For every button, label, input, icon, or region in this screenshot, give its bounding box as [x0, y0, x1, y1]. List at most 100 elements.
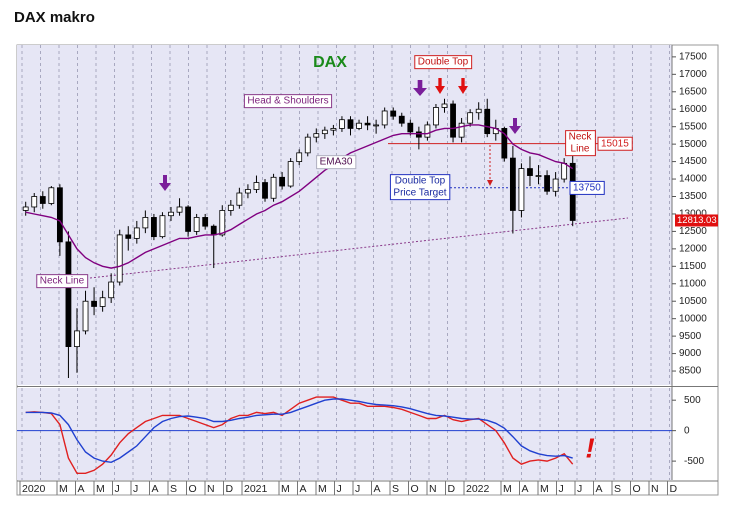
- candle-body: [339, 119, 345, 129]
- chart-title: DAX makro: [14, 9, 95, 26]
- candle-body: [91, 300, 97, 307]
- x-tick-label: M: [281, 483, 290, 495]
- last-price-label: 12813.03: [677, 215, 717, 226]
- candle-body: [561, 162, 568, 180]
- x-tick-label: A: [78, 483, 85, 495]
- x-tick-label: D: [448, 483, 456, 495]
- x-tick-label: J: [355, 483, 360, 495]
- x-tick-label: J: [133, 483, 138, 495]
- dax-label: DAX: [313, 54, 347, 71]
- y-tick-label: 15500: [679, 121, 707, 132]
- candle-body: [99, 297, 106, 307]
- marks: [22, 98, 598, 474]
- candle-body: [159, 215, 166, 238]
- y-tick-label: 15000: [679, 139, 707, 150]
- x-tick-label: O: [633, 483, 641, 495]
- x-tick-label: N: [429, 483, 437, 495]
- x-tick-label: 2021: [244, 483, 268, 495]
- candle-body: [450, 103, 456, 138]
- candle-body: [475, 108, 482, 114]
- neck-line-label: Neck Line: [40, 276, 85, 287]
- price-panel: [17, 45, 672, 385]
- x-tick-label: D: [226, 483, 234, 495]
- label-box: [597, 136, 633, 151]
- neck-line-label: Line: [571, 144, 590, 155]
- candle-body: [501, 128, 508, 159]
- arrow: [159, 175, 171, 191]
- candle-body: [31, 196, 38, 208]
- candle-body: [467, 112, 474, 124]
- candle-body: [185, 206, 191, 232]
- candle-body: [390, 110, 397, 117]
- x-tick-label: 2020: [22, 483, 46, 495]
- x-tick-label: J: [115, 483, 120, 495]
- y-tick-label: -500: [684, 456, 704, 467]
- x-tick-label: 2022: [466, 483, 490, 495]
- x-tick-label: A: [374, 483, 381, 495]
- candle-body: [535, 175, 542, 177]
- candle-body: [304, 136, 311, 154]
- y-tick-label: 13500: [679, 191, 707, 202]
- candle-body: [168, 211, 174, 217]
- candle-body: [424, 124, 431, 138]
- y-tick-label: 14000: [679, 174, 707, 185]
- candle-body: [74, 330, 80, 348]
- pattern-label: Head & Shoulders: [247, 96, 328, 107]
- candle-body: [544, 175, 550, 192]
- y-tick-label: 13000: [679, 209, 707, 220]
- candle-body: [219, 210, 226, 236]
- pattern-label: Double Top: [418, 57, 469, 68]
- candle-body: [373, 124, 380, 127]
- y-tick-label: 500: [684, 395, 701, 406]
- indicator-line: [25, 398, 573, 464]
- candle-body: [330, 128, 337, 131]
- candle-body: [82, 300, 89, 332]
- y-tick-label: 9000: [679, 348, 702, 359]
- x-tick-label: N: [207, 483, 215, 495]
- level-label: 15015: [601, 138, 629, 149]
- y-tick-label: 9500: [679, 331, 702, 342]
- candle-body: [356, 122, 362, 129]
- candle-body: [321, 129, 328, 135]
- x-tick-label: J: [559, 483, 564, 495]
- x-tick-label: A: [300, 483, 307, 495]
- ema-label: EMA30: [320, 157, 353, 168]
- candle-body: [108, 281, 115, 299]
- candle-body: [287, 161, 294, 187]
- candle-body: [151, 217, 157, 238]
- y-tick-label: 10000: [679, 313, 707, 324]
- candle-body: [398, 115, 405, 124]
- candle-body: [313, 133, 320, 138]
- y-tick-label: 11500: [679, 261, 707, 272]
- candle-body: [527, 168, 533, 176]
- target-label: Double Top: [395, 176, 446, 187]
- candle-body: [279, 176, 286, 187]
- y-tick-label: 16000: [679, 104, 707, 115]
- candle-body: [381, 110, 388, 126]
- candle-body: [458, 122, 465, 138]
- candle-body: [518, 168, 525, 211]
- candle-body: [253, 182, 260, 190]
- y-tick-label: 16500: [679, 86, 707, 97]
- y-tick-label: 10500: [679, 296, 707, 307]
- candle-body: [441, 103, 448, 108]
- candle-body: [509, 157, 516, 211]
- arrow: [458, 78, 468, 94]
- ema-line: [25, 124, 574, 269]
- label-box: [316, 155, 357, 170]
- candle-body: [22, 206, 29, 211]
- x-tick-label: O: [189, 483, 197, 495]
- candle-body: [133, 227, 140, 239]
- x-tick-label: A: [152, 483, 159, 495]
- level-label: 13750: [573, 182, 601, 193]
- x-tick-label: D: [670, 483, 678, 495]
- candle-body: [484, 108, 491, 135]
- candle-body: [227, 204, 234, 211]
- y-tick-label: 0: [684, 425, 690, 436]
- y-tick-label: 8500: [679, 366, 702, 377]
- y-tick-label: 12500: [679, 226, 707, 237]
- candle-body: [552, 178, 559, 192]
- x-tick-label: M: [540, 483, 549, 495]
- target-label: Price Target: [393, 188, 446, 199]
